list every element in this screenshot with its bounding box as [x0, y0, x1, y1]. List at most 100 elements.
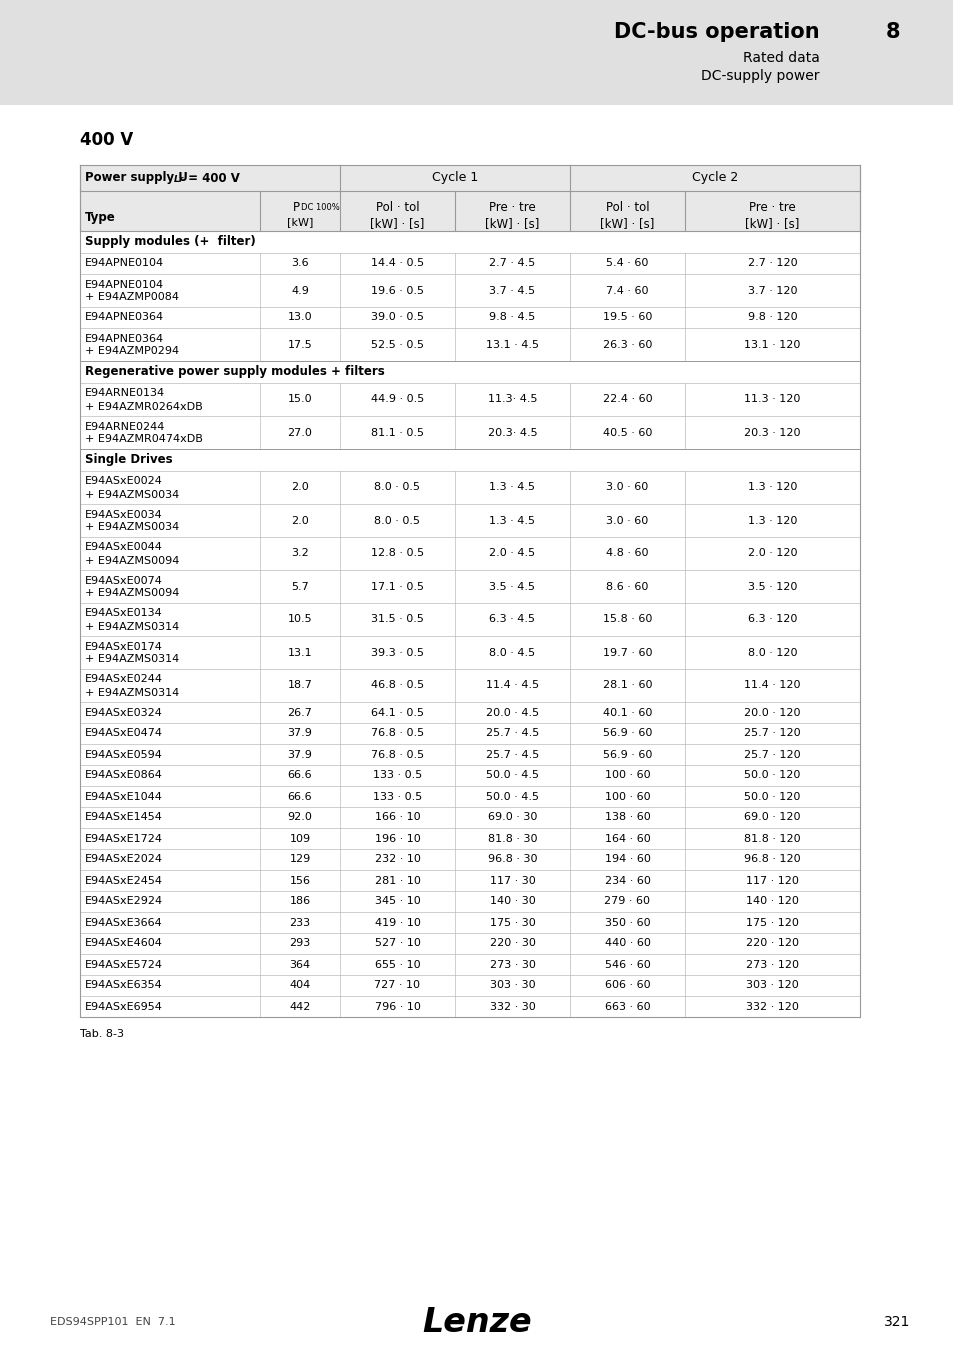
Text: + E94AZMS0094: + E94AZMS0094	[85, 555, 179, 566]
Text: 39.0 · 0.5: 39.0 · 0.5	[371, 312, 423, 323]
Text: + E94AZMS0034: + E94AZMS0034	[85, 522, 179, 532]
Text: 332 · 120: 332 · 120	[745, 1002, 798, 1011]
Text: 232 · 10: 232 · 10	[375, 855, 420, 864]
Text: 10.5: 10.5	[288, 614, 312, 625]
Text: 18.7: 18.7	[287, 680, 313, 690]
Text: 3.0 · 60: 3.0 · 60	[606, 516, 648, 525]
Bar	[80, 450, 859, 471]
Text: 37.9: 37.9	[287, 749, 313, 760]
Text: 303 · 30: 303 · 30	[489, 980, 535, 991]
Text: 3.6: 3.6	[291, 258, 309, 269]
Text: 50.0 · 4.5: 50.0 · 4.5	[485, 771, 538, 780]
Text: E94ASxE0594: E94ASxE0594	[85, 749, 163, 760]
Text: 50.0 · 120: 50.0 · 120	[743, 771, 800, 780]
Text: 404: 404	[289, 980, 311, 991]
Text: 5.4 · 60: 5.4 · 60	[606, 258, 648, 269]
Bar	[80, 807, 859, 828]
Text: 156: 156	[289, 876, 310, 886]
Text: 96.8 · 30: 96.8 · 30	[487, 855, 537, 864]
Bar	[80, 724, 859, 744]
Text: 321: 321	[882, 1315, 909, 1328]
Bar	[80, 636, 859, 670]
Text: Lr: Lr	[173, 176, 184, 185]
Text: Pre · tre: Pre · tre	[748, 201, 795, 215]
Text: 13.0: 13.0	[288, 312, 312, 323]
Bar	[80, 828, 859, 849]
Text: 234 · 60: 234 · 60	[604, 876, 650, 886]
Text: 2.7 · 4.5: 2.7 · 4.5	[489, 258, 535, 269]
Text: E94ASxE4604: E94ASxE4604	[85, 938, 163, 949]
Text: 96.8 · 120: 96.8 · 120	[743, 855, 800, 864]
Text: 31.5 · 0.5: 31.5 · 0.5	[371, 614, 423, 625]
Text: 9.8 · 4.5: 9.8 · 4.5	[489, 312, 535, 323]
Text: 17.1 · 0.5: 17.1 · 0.5	[371, 582, 423, 591]
Bar	[80, 328, 859, 360]
Text: 175 · 30: 175 · 30	[489, 918, 535, 927]
Text: 56.9 · 60: 56.9 · 60	[602, 729, 652, 738]
Text: 8.6 · 60: 8.6 · 60	[606, 582, 648, 591]
Text: E94ASxE6354: E94ASxE6354	[85, 980, 163, 991]
Text: 175 · 120: 175 · 120	[745, 918, 798, 927]
Text: Regenerative power supply modules + filters: Regenerative power supply modules + filt…	[85, 366, 384, 378]
Text: 138 · 60: 138 · 60	[604, 813, 650, 822]
Text: 20.3· 4.5: 20.3· 4.5	[487, 428, 537, 437]
Bar	[80, 869, 859, 891]
Bar	[80, 975, 859, 996]
Text: 25.7 · 120: 25.7 · 120	[743, 749, 800, 760]
Text: 440 · 60: 440 · 60	[604, 938, 650, 949]
Text: E94ASxE1044: E94ASxE1044	[85, 791, 163, 802]
Text: DC-supply power: DC-supply power	[700, 69, 820, 82]
Text: 332 · 30: 332 · 30	[489, 1002, 535, 1011]
Text: Power supply U: Power supply U	[85, 171, 188, 185]
Text: 281 · 10: 281 · 10	[375, 876, 420, 886]
Text: 140 · 120: 140 · 120	[745, 896, 798, 906]
Text: E94ASxE6954: E94ASxE6954	[85, 1002, 163, 1011]
Bar	[80, 165, 859, 190]
Bar	[80, 190, 859, 231]
Text: 40.5 · 60: 40.5 · 60	[602, 428, 652, 437]
Bar	[80, 306, 859, 328]
Text: 3.5 · 4.5: 3.5 · 4.5	[489, 582, 535, 591]
Text: + E94AZMS0314: + E94AZMS0314	[85, 621, 179, 632]
Bar	[80, 383, 859, 416]
Text: E94ASxE0044: E94ASxE0044	[85, 543, 163, 552]
Text: 8: 8	[884, 22, 899, 42]
Text: 9.8 · 120: 9.8 · 120	[747, 312, 797, 323]
Text: E94APNE0364: E94APNE0364	[85, 312, 164, 323]
Text: E94ASxE1724: E94ASxE1724	[85, 833, 163, 844]
Text: 273 · 30: 273 · 30	[489, 960, 535, 969]
Text: 1.3 · 4.5: 1.3 · 4.5	[489, 516, 535, 525]
Text: 92.0: 92.0	[287, 813, 313, 822]
Bar	[80, 849, 859, 869]
Text: 400 V: 400 V	[80, 131, 133, 148]
Text: + E94AZMS0034: + E94AZMS0034	[85, 490, 179, 500]
Text: 14.4 · 0.5: 14.4 · 0.5	[371, 258, 424, 269]
Text: 3.7 · 120: 3.7 · 120	[747, 285, 797, 296]
Text: Type: Type	[85, 211, 115, 224]
Text: 25.7 · 120: 25.7 · 120	[743, 729, 800, 738]
Text: 19.7 · 60: 19.7 · 60	[602, 648, 652, 657]
Text: 8.0 · 0.5: 8.0 · 0.5	[375, 482, 420, 493]
Text: E94ASxE1454: E94ASxE1454	[85, 813, 163, 822]
Text: 12.8 · 0.5: 12.8 · 0.5	[371, 548, 424, 559]
Text: 186: 186	[289, 896, 311, 906]
Text: E94APNE0104: E94APNE0104	[85, 279, 164, 289]
Text: 39.3 · 0.5: 39.3 · 0.5	[371, 648, 423, 657]
Text: 350 · 60: 350 · 60	[604, 918, 650, 927]
Text: 140 · 30: 140 · 30	[489, 896, 535, 906]
Text: 11.4 · 120: 11.4 · 120	[743, 680, 800, 690]
Text: 129: 129	[289, 855, 311, 864]
Text: 1.3 · 120: 1.3 · 120	[747, 482, 797, 493]
Text: [kW] · [s]: [kW] · [s]	[744, 217, 799, 230]
Text: 133 · 0.5: 133 · 0.5	[373, 791, 421, 802]
Text: [kW] · [s]: [kW] · [s]	[485, 217, 539, 230]
Text: 279 · 60: 279 · 60	[604, 896, 650, 906]
Text: 8.0 · 4.5: 8.0 · 4.5	[489, 648, 535, 657]
Text: E94ASxE0174: E94ASxE0174	[85, 641, 163, 652]
Text: 2.0 · 120: 2.0 · 120	[747, 548, 797, 559]
Text: DC 100%: DC 100%	[301, 202, 339, 212]
Bar	[80, 702, 859, 724]
Bar	[80, 570, 859, 603]
Text: 100 · 60: 100 · 60	[604, 771, 650, 780]
Bar	[80, 670, 859, 702]
